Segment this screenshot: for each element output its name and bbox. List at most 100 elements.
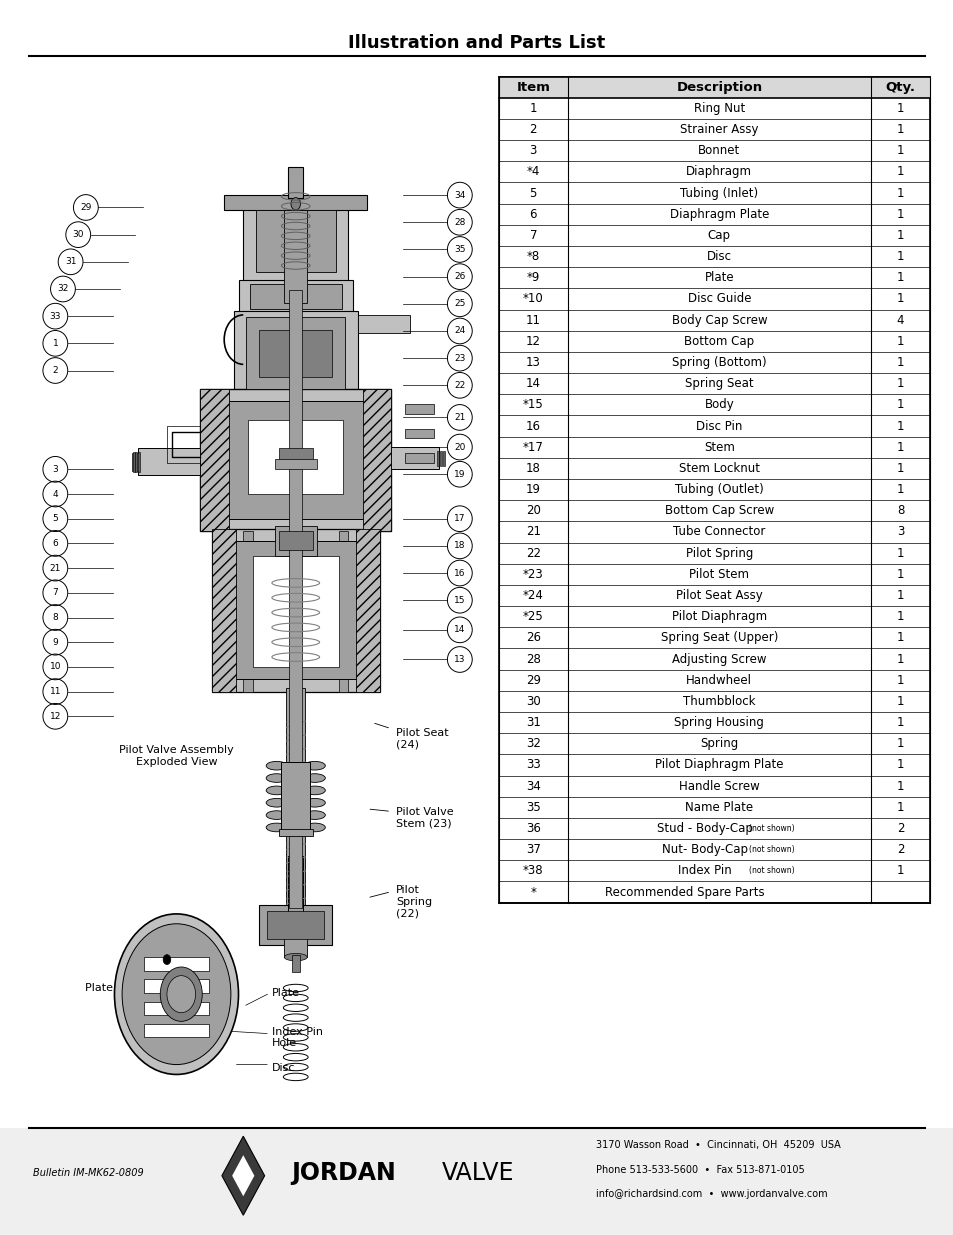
Text: 26: 26 (525, 631, 540, 645)
Text: 17: 17 (454, 514, 465, 524)
Text: 1: 1 (896, 462, 903, 475)
Text: Disc: Disc (272, 1063, 295, 1073)
Circle shape (167, 976, 195, 1013)
Text: 34: 34 (454, 190, 465, 200)
Bar (498, 77, 929, 98)
Text: 1: 1 (896, 399, 903, 411)
Text: 28: 28 (525, 652, 540, 666)
Text: 11: 11 (50, 687, 61, 697)
Text: Phone 513-533-5600  •  Fax 513-871-0105: Phone 513-533-5600 • Fax 513-871-0105 (596, 1165, 804, 1174)
Text: 23: 23 (454, 353, 465, 363)
Text: 4: 4 (896, 314, 903, 326)
Text: *23: *23 (522, 568, 543, 580)
Bar (405, 429, 434, 438)
Text: 1: 1 (896, 800, 903, 814)
Text: Plate: Plate (703, 272, 734, 284)
Text: 19: 19 (454, 469, 465, 479)
Bar (200, 389, 391, 531)
Text: 1: 1 (896, 483, 903, 496)
Text: Ring Nut: Ring Nut (693, 101, 744, 115)
Bar (246, 317, 345, 389)
Text: 1: 1 (52, 338, 58, 348)
Bar (0, 1128, 953, 1235)
Text: Bulletin IM-MK62-0809: Bulletin IM-MK62-0809 (33, 1168, 144, 1178)
Bar (338, 531, 348, 692)
Bar (278, 829, 313, 836)
Bar (224, 531, 233, 692)
Text: 18: 18 (454, 541, 465, 551)
Text: 33: 33 (50, 311, 61, 321)
Text: 32: 32 (57, 284, 69, 294)
Bar (286, 688, 305, 908)
Text: *9: *9 (526, 272, 539, 284)
Text: Pilot Valve Assembly
Exploded View: Pilot Valve Assembly Exploded View (119, 745, 233, 767)
Ellipse shape (304, 773, 325, 783)
Bar (355, 529, 379, 692)
Text: Bottom Cap Screw: Bottom Cap Screw (664, 504, 773, 517)
Text: 12: 12 (525, 335, 540, 348)
Text: 15: 15 (454, 595, 465, 605)
Text: 1: 1 (896, 124, 903, 136)
Text: Stem Locknut: Stem Locknut (679, 462, 759, 475)
Text: 32: 32 (525, 737, 540, 750)
Text: 26: 26 (454, 272, 465, 282)
Text: Recommended Spare Parts: Recommended Spare Parts (604, 885, 764, 899)
Text: 3170 Wasson Road  •  Cincinnati, OH  45209  USA: 3170 Wasson Road • Cincinnati, OH 45209 … (596, 1140, 841, 1150)
Text: 4: 4 (52, 489, 58, 499)
Text: Diaphragm: Diaphragm (685, 165, 752, 178)
Bar (132, 453, 139, 471)
Bar (391, 447, 438, 469)
Text: Name Plate: Name Plate (684, 800, 753, 814)
Text: 1: 1 (896, 272, 903, 284)
Ellipse shape (266, 773, 287, 783)
Text: Spring Seat: Spring Seat (684, 377, 753, 390)
Ellipse shape (266, 761, 287, 771)
Text: 1: 1 (896, 356, 903, 369)
Text: 20: 20 (454, 442, 465, 452)
Text: 2: 2 (896, 823, 903, 835)
Bar (405, 404, 434, 414)
Text: 7: 7 (529, 228, 537, 242)
Text: Pilot
Spring
(22): Pilot Spring (22) (395, 885, 432, 918)
Bar (405, 453, 434, 463)
Text: 1: 1 (896, 186, 903, 200)
Text: Disc: Disc (706, 251, 731, 263)
Text: *38: *38 (522, 864, 543, 877)
Text: Item: Item (516, 80, 550, 94)
Text: 1: 1 (896, 652, 903, 666)
Ellipse shape (304, 799, 325, 808)
Text: 1: 1 (896, 165, 903, 178)
Text: 1: 1 (896, 737, 903, 750)
Text: VALVE: VALVE (441, 1161, 514, 1186)
Text: 30: 30 (72, 230, 84, 240)
Text: 2: 2 (529, 124, 537, 136)
Text: Plate: Plate (272, 988, 299, 998)
Bar (288, 167, 303, 198)
Polygon shape (232, 1155, 254, 1197)
Text: 1: 1 (896, 758, 903, 772)
Text: Pilot Valve
Stem (23): Pilot Valve Stem (23) (395, 806, 453, 829)
Text: 10: 10 (50, 662, 61, 672)
Ellipse shape (284, 953, 307, 961)
Text: Handwheel: Handwheel (685, 674, 752, 687)
Ellipse shape (304, 824, 325, 832)
Text: 24: 24 (454, 326, 465, 336)
Text: Pilot Diaphragm: Pilot Diaphragm (671, 610, 766, 624)
Ellipse shape (266, 824, 287, 832)
Bar (288, 856, 303, 932)
Text: Pilot Stem: Pilot Stem (689, 568, 748, 580)
Circle shape (122, 924, 231, 1065)
Text: 13: 13 (454, 655, 465, 664)
Text: 1: 1 (896, 674, 903, 687)
Text: 1: 1 (896, 335, 903, 348)
Bar (224, 195, 367, 210)
Text: Qty.: Qty. (884, 80, 915, 94)
Text: Pilot Seat Assy: Pilot Seat Assy (676, 589, 761, 601)
Text: 1: 1 (896, 144, 903, 157)
Text: 16: 16 (525, 420, 540, 432)
Bar (135, 452, 137, 472)
Bar (243, 531, 253, 692)
Bar (248, 420, 343, 494)
Bar (255, 210, 335, 272)
Text: 28: 28 (454, 217, 465, 227)
